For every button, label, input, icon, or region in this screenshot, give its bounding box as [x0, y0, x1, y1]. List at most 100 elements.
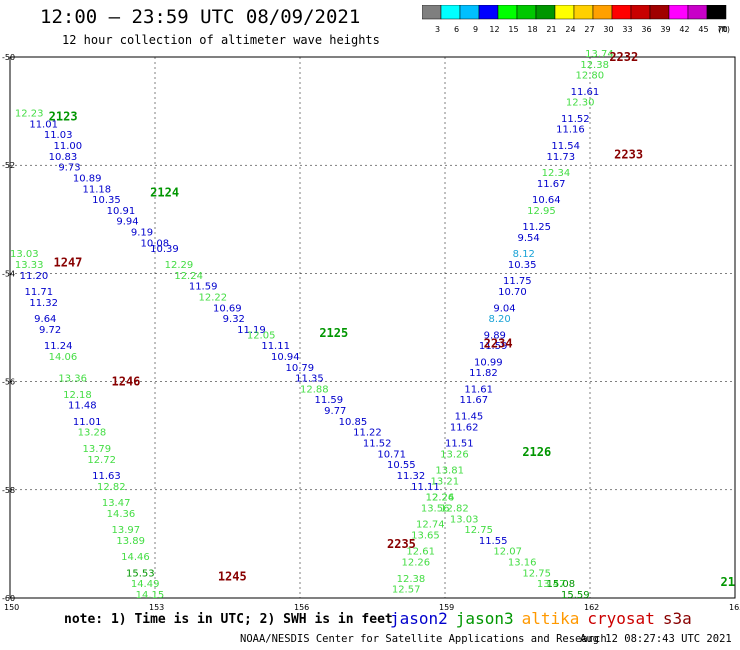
color-label: 18 [527, 25, 537, 34]
wave-height-value: 10.89 [73, 173, 102, 184]
wave-height-value: 13.36 [58, 374, 87, 385]
color-label: 45 [698, 25, 708, 34]
wave-height-value: 13.89 [116, 536, 145, 547]
wave-height-value: 13.56 [421, 503, 450, 514]
wave-height-value: 15.53 [126, 568, 155, 579]
x-tick-label: 162 [584, 603, 599, 612]
wave-height-value: 12.80 [576, 71, 605, 82]
pass-time-label: 2235 [387, 537, 416, 551]
x-tick-label: 153 [149, 603, 164, 612]
wave-height-value: 13.26 [440, 449, 469, 460]
wave-height-value: 12.82 [440, 503, 469, 514]
wave-height-value: 11.24 [44, 341, 73, 352]
legend-altika: altika [521, 609, 580, 628]
x-tick-label: 165 [729, 603, 740, 612]
pass-time-label: 2234 [484, 337, 513, 351]
wave-height-value: 15.08 [547, 579, 576, 590]
x-tick-label: 159 [439, 603, 454, 612]
wave-height-value: 8.20 [489, 314, 511, 325]
wave-height-value: 9.94 [116, 217, 138, 228]
wave-height-value: 12.23 [15, 109, 44, 120]
wave-height-value: 12.05 [247, 330, 276, 341]
wave-height-value: 13.97 [112, 525, 141, 536]
wave-height-value: 14.46 [121, 552, 150, 563]
pass-time-label: 2124 [150, 185, 179, 199]
x-tick-label: 156 [294, 603, 309, 612]
color-label: 12 [489, 25, 499, 34]
color-label: 39 [660, 25, 670, 34]
pass-time-label: 2233 [614, 147, 643, 161]
wave-height-value: 11.01 [29, 119, 58, 130]
wave-height-value: 9.32 [223, 314, 245, 325]
wave-height-value: 10.70 [498, 287, 527, 298]
wave-height-value: 12.34 [542, 168, 571, 179]
pass-time-label: 2232 [609, 50, 638, 64]
color-label: 6 [454, 25, 459, 34]
wave-height-value: 12.72 [87, 455, 116, 466]
wave-height-value: 13.81 [435, 466, 464, 477]
wave-height-value: 9.04 [493, 303, 515, 314]
wave-height-value: 12.75 [522, 568, 551, 579]
color-label: 27 [584, 25, 594, 34]
wave-height-value: 10.99 [474, 357, 503, 368]
wave-height-value: 9.19 [131, 228, 153, 239]
wave-height-value: 11.67 [537, 179, 566, 190]
color-label: 3 [435, 25, 440, 34]
y-tick-label: -58 [2, 486, 15, 495]
wave-height-value: 11.11 [261, 341, 290, 352]
wave-height-value: 13.03 [450, 514, 479, 525]
wave-height-value: 9.54 [518, 233, 540, 244]
wave-height-value: 11.82 [469, 368, 498, 379]
wave-height-value: 12.38 [580, 60, 609, 71]
x-tick-label: 150 [4, 603, 19, 612]
color-label: 33 [622, 25, 632, 34]
wave-height-value: 9.77 [324, 406, 346, 417]
wave-height-value: 11.67 [460, 395, 489, 406]
wave-height-value: 10.39 [150, 244, 179, 255]
color-label: 24 [565, 25, 575, 34]
legend-jason2: jason2 [390, 609, 448, 628]
wave-height-value: 10.85 [339, 417, 368, 428]
footnote: note: 1) Time is in UTC; 2) SWH is in fe… [64, 612, 393, 627]
wave-height-value: 12.26 [426, 493, 455, 504]
pass-time-label: 1245 [218, 569, 247, 583]
wave-height-value: 11.32 [29, 298, 58, 309]
wave-height-value: 11.16 [556, 125, 585, 136]
wave-height-value: 9.72 [39, 325, 61, 336]
wave-height-value: 9.73 [58, 163, 80, 174]
wave-height-value: 10.55 [387, 460, 416, 471]
color-label: 21 [546, 25, 556, 34]
legend-s3a: s3a [662, 609, 692, 628]
wave-height-value: 11.00 [54, 141, 83, 152]
wave-height-value: 11.48 [68, 401, 97, 412]
y-tick-label: -60 [2, 594, 15, 603]
pass-time-label: 2125 [319, 326, 348, 340]
wave-height-value: 12.88 [300, 384, 329, 395]
wave-height-value: 11.32 [397, 471, 426, 482]
wave-height-value: 13.21 [431, 476, 460, 487]
wave-height-value: 11.45 [455, 411, 484, 422]
wave-height-value: 14.06 [49, 352, 78, 363]
generated-timestamp: Aug 12 08:27:43 UTC 2021 [580, 633, 732, 645]
wave-height-value: 11.55 [479, 536, 508, 547]
chart-subtitle: 12 hour collection of altimeter wave hei… [62, 33, 380, 47]
color-unit: (ft) [718, 25, 730, 34]
wave-height-value: 12.24 [426, 493, 455, 504]
wave-height-value: 11.73 [547, 152, 576, 163]
wave-height-value: 11.52 [561, 114, 590, 125]
wave-height-value: 9.89 [484, 330, 506, 341]
wave-height-value: 10.64 [532, 195, 561, 206]
wave-height-value: 14.15 [136, 590, 165, 601]
wave-height-value: 12.26 [402, 558, 431, 569]
color-label: 42 [679, 25, 689, 34]
wave-height-value: 12.95 [527, 206, 556, 217]
wave-height-value: 12.74 [416, 520, 445, 531]
wave-height-value: 11.20 [20, 271, 49, 282]
wave-height-value: 12.22 [199, 292, 228, 303]
legend-cryosat: cryosat [587, 609, 655, 628]
wave-height-value: 11.25 [522, 222, 551, 233]
wave-height-value: 13.47 [102, 498, 131, 509]
wave-height-value: 11.59 [315, 395, 344, 406]
wave-height-value: 11.19 [237, 325, 266, 336]
color-label: 70 [717, 25, 727, 34]
